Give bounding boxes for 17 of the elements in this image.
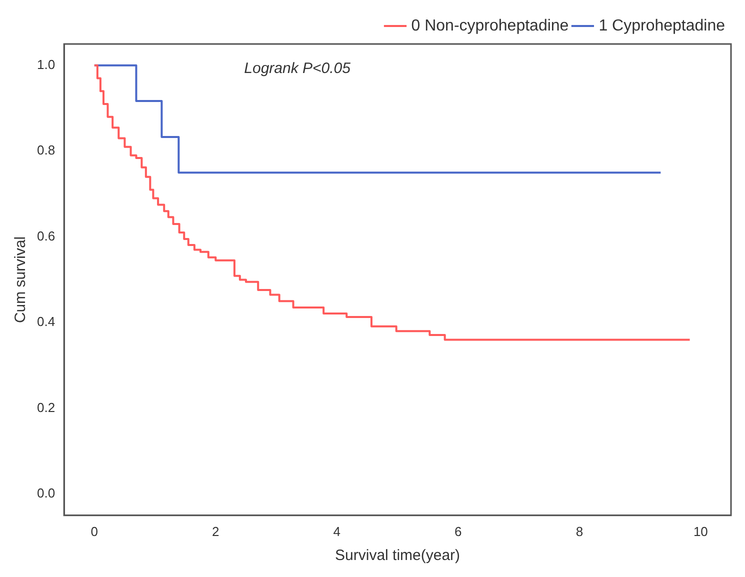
legend-label: 0 Non-cyproheptadine [411, 17, 569, 34]
y-tick-label: 1.0 [36, 57, 56, 72]
y-tick-label: 0.0 [36, 486, 56, 501]
y-axis-title: Cum survival [12, 236, 30, 324]
x-tick-label: 4 [333, 524, 341, 539]
x-tick-label: 0 [90, 524, 98, 539]
y-tick-label: 0.2 [36, 400, 56, 415]
x-tick-label: 8 [576, 524, 584, 539]
annotation: Logrank P<0.05 [244, 60, 352, 78]
x-axis-title: Survival time(year) [335, 547, 460, 564]
legend-label: 1 Cyproheptadine [598, 17, 726, 34]
y-tick-label: 0.8 [36, 142, 56, 158]
y-tick-label: 0.6 [36, 228, 56, 244]
x-tick-label: 6 [454, 524, 462, 539]
x-tick-label: 10 [693, 524, 708, 539]
y-tick-label: 0.4 [36, 314, 56, 330]
x-tick-label: 2 [212, 524, 220, 539]
